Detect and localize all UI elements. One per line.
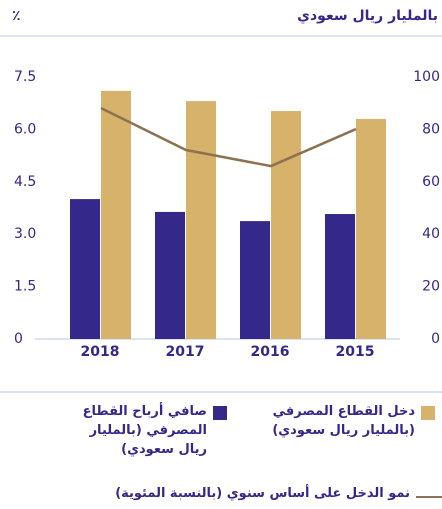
y-axis-label: ٪ [12, 8, 21, 24]
bar [155, 211, 185, 339]
legend-label: دخل القطاع المصرفي (بالمليار ريال سعودي) [272, 404, 415, 438]
line [100, 106, 357, 168]
y2-axis-label: بالمليار ريال سعودي [297, 8, 438, 25]
legend-label: صافي أرباح القطاع المصرفي (بالمليار ريال… [82, 404, 207, 457]
bar [70, 199, 100, 339]
chart: ٪ بالمليار ريال سعودي 0 1.5 3.0 4.5 6.0 7.5 0 2… [0, 8, 442, 393]
bar [101, 90, 131, 339]
y2-tick-label: 60 [422, 174, 440, 190]
y2-tick-label: 20 [422, 279, 440, 295]
x-tick-label: 2016 [251, 344, 290, 360]
y-tick-label: 3.0 [14, 226, 36, 242]
x-tick-label: 2015 [336, 344, 375, 360]
x-tick-label: 2017 [166, 344, 205, 360]
y2-tick-label: 40 [422, 226, 440, 242]
legend-swatch [213, 406, 227, 420]
bar [186, 101, 216, 339]
y2-tick-label: 80 [422, 121, 440, 137]
y-tick-label: 1.5 [14, 279, 36, 295]
legend-swatch [416, 496, 442, 498]
bar [271, 111, 301, 339]
y-tick-label: 6.0 [14, 121, 36, 137]
y-tick-label: 0 [14, 331, 23, 347]
bar [356, 118, 386, 339]
y2-tick-label: 100 [413, 69, 440, 85]
y2-tick-label: 0 [431, 331, 440, 347]
bar [240, 221, 270, 339]
bar [325, 214, 355, 339]
legend-label: نمو الدخل على أساس سنوي (بالنسبة المئوية… [115, 486, 410, 501]
y-tick-label: 4.5 [14, 174, 36, 190]
legend-swatch [421, 406, 435, 420]
x-tick-label: 2018 [81, 344, 120, 360]
y-tick-label: 7.5 [14, 69, 36, 85]
